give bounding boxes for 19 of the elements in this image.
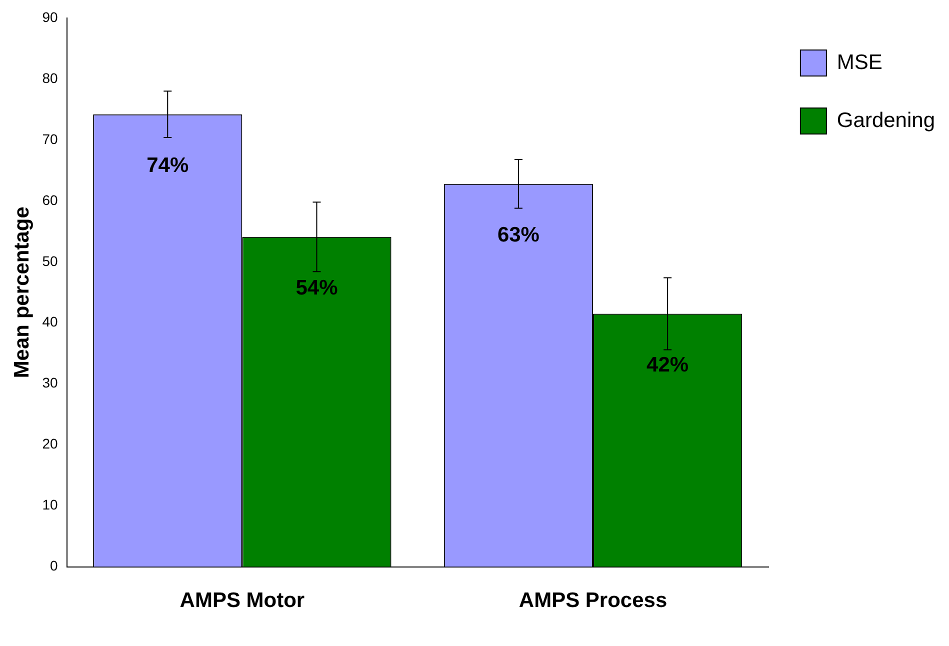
y-tick-label: 80	[42, 70, 58, 86]
y-tick-label: 50	[42, 252, 58, 269]
y-tick-label: 20	[42, 436, 58, 452]
y-tick-label: 40	[42, 314, 58, 330]
data-label: 63%	[497, 224, 540, 247]
x-tick-label: AMPS Motor	[180, 589, 305, 612]
y-tick-label: 30	[42, 374, 58, 391]
data-label: 42%	[646, 354, 689, 377]
legend-label: MSE	[836, 50, 882, 74]
y-tick-label: 70	[42, 130, 58, 147]
y-tick-label: 0	[50, 558, 58, 574]
data-label: 74%	[146, 154, 189, 178]
x-tick-label: AMPS Process	[518, 589, 668, 612]
y-tick-label: 60	[42, 192, 58, 208]
legend-label: Gardening	[836, 108, 936, 132]
y-tick-label: 10	[42, 496, 58, 513]
y-axis-title: Mean percentage	[10, 206, 34, 378]
y-tick-label: 90	[42, 8, 58, 25]
data-label: 54%	[296, 276, 338, 300]
